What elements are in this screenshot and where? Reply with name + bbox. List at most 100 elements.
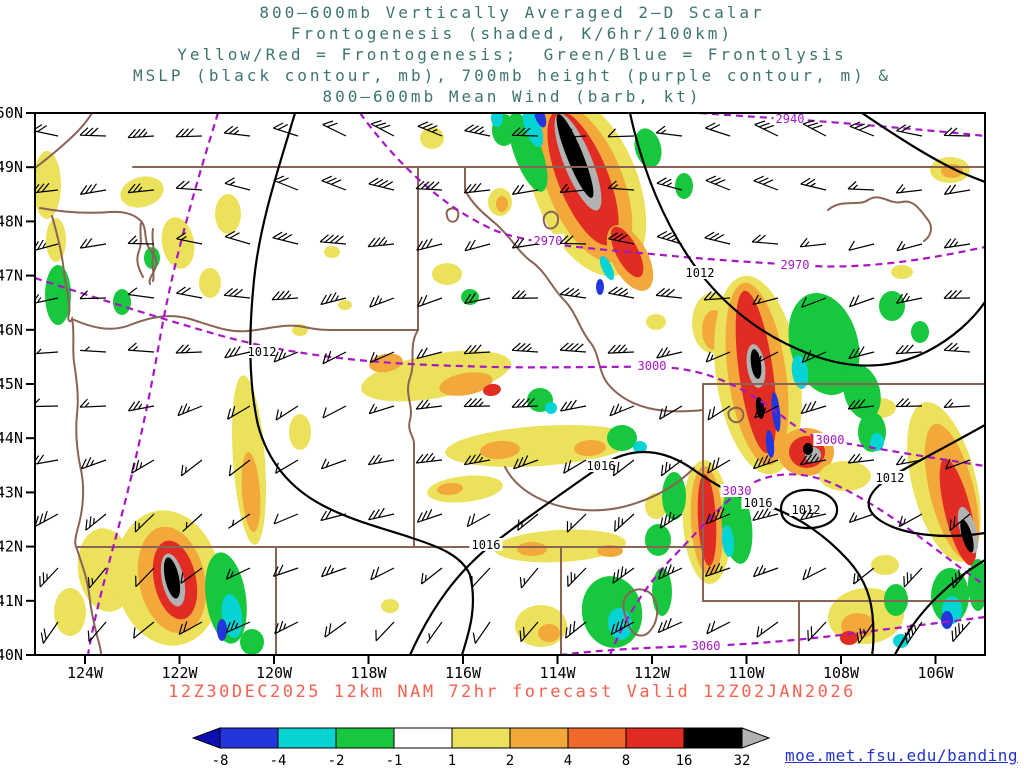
wind-barb <box>228 459 251 477</box>
wind-barb <box>511 238 539 249</box>
wind-barb <box>608 286 635 299</box>
wind-barb <box>416 238 443 251</box>
wind-barb <box>80 456 107 470</box>
wind-barb <box>79 346 107 353</box>
wind-barb <box>800 400 827 415</box>
lon-label: 118W <box>350 664 387 682</box>
wind-barb <box>801 297 827 308</box>
wind-barb <box>559 183 587 194</box>
border-line <box>151 228 155 282</box>
contour-label: 2940 <box>776 112 805 126</box>
wind-barb <box>79 398 107 408</box>
wind-barb <box>807 621 827 642</box>
wind-barb <box>517 513 539 531</box>
wind-barb <box>225 567 251 580</box>
wind-barb <box>607 128 635 138</box>
lat-label: 47N <box>0 267 23 285</box>
wind-barb <box>223 287 251 299</box>
wind-barb <box>511 342 539 353</box>
wind-barb <box>464 239 491 252</box>
wind-barb <box>320 509 347 522</box>
colorbar-tick-label: 16 <box>676 753 693 769</box>
contour-label-bg <box>741 496 775 509</box>
mslp-contour <box>628 113 985 367</box>
wind-barb <box>368 177 395 191</box>
wind-barb <box>416 347 443 360</box>
wind-barb <box>180 459 203 477</box>
lon-label: 110W <box>728 664 765 682</box>
colorbar-tick-label: 1 <box>448 753 456 769</box>
wind-barb <box>224 230 251 245</box>
wind-barb <box>415 399 443 410</box>
wind-barb <box>896 240 923 252</box>
colorbar-below-arrow <box>192 727 221 749</box>
wind-barb <box>614 513 635 532</box>
wind-barb <box>324 621 347 638</box>
border-line <box>727 406 745 424</box>
wind-barb <box>943 237 971 249</box>
wind-barb <box>610 618 635 636</box>
wind-barb <box>943 184 971 195</box>
wind-barb <box>511 184 539 195</box>
contour-label: 1012 <box>248 345 277 359</box>
wind-barb <box>420 567 443 585</box>
border-line <box>827 196 932 242</box>
mslp-contour <box>249 113 475 655</box>
contour-label-bg <box>873 471 907 484</box>
wind-barb <box>856 621 875 644</box>
wind-barb <box>706 620 731 635</box>
wind-barb <box>322 405 347 419</box>
wind-barb <box>607 180 635 191</box>
wind-barb <box>801 349 827 364</box>
wind-barb <box>225 620 251 634</box>
height-contour <box>559 615 985 655</box>
wind-barb <box>320 564 347 578</box>
wind-barb <box>180 567 203 584</box>
wind-barb <box>895 455 923 466</box>
wind-barb <box>943 342 971 353</box>
wind-barb <box>703 290 731 301</box>
wind-barb <box>943 127 971 137</box>
contour-label: 3000 <box>816 433 845 447</box>
wind-barb <box>175 180 203 191</box>
wind-barb <box>464 292 491 304</box>
contour-label: 3030 <box>723 484 752 498</box>
credit-link[interactable]: moe.met.fsu.edu/banding <box>784 746 1018 765</box>
wind-barb <box>754 351 779 365</box>
wind-barb <box>272 564 299 577</box>
wind-barb <box>321 175 347 191</box>
wind-barb <box>704 231 731 245</box>
wind-barb <box>375 621 395 642</box>
wind-barb <box>369 295 395 308</box>
wind-barb <box>274 620 299 635</box>
wind-barb <box>367 454 395 466</box>
wind-barb <box>752 455 779 470</box>
wind-barb <box>519 621 539 643</box>
wind-barb <box>612 459 635 477</box>
wind-barb <box>898 513 923 528</box>
border-line <box>407 329 419 548</box>
wind-barb <box>847 453 875 464</box>
wind-barb <box>273 349 299 363</box>
wind-barb <box>895 344 923 355</box>
wind-barb <box>656 230 683 245</box>
colorbar-tick-label: 4 <box>564 753 572 769</box>
wind-barb <box>752 294 779 306</box>
wind-barb <box>463 344 491 355</box>
colorbar: -8 -4 -2 -1 1 2 4 8 16 32 <box>192 727 771 769</box>
colorbar-tick-label: 32 <box>734 753 751 769</box>
wind-barb <box>752 564 779 578</box>
wind-barb <box>320 458 347 470</box>
wind-barb <box>705 122 731 137</box>
height-contour <box>35 276 985 468</box>
contour-label-bg <box>531 234 565 247</box>
wind-barb <box>609 403 635 417</box>
wind-barb <box>945 458 971 470</box>
colorbar-tick-label: -2 <box>328 753 345 769</box>
wind-barb <box>659 511 683 529</box>
colorbar-segment <box>567 727 627 749</box>
wind-barb <box>415 452 443 464</box>
wind-barb <box>466 513 491 528</box>
height-contour <box>699 113 985 138</box>
wind-barb <box>416 294 443 308</box>
